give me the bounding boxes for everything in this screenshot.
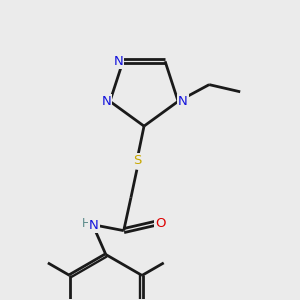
Text: N: N bbox=[178, 95, 188, 108]
Text: N: N bbox=[113, 55, 123, 68]
Text: N: N bbox=[101, 95, 111, 108]
Text: O: O bbox=[155, 217, 166, 230]
Text: S: S bbox=[133, 154, 141, 167]
Text: H: H bbox=[82, 217, 91, 230]
Text: N: N bbox=[89, 219, 99, 232]
